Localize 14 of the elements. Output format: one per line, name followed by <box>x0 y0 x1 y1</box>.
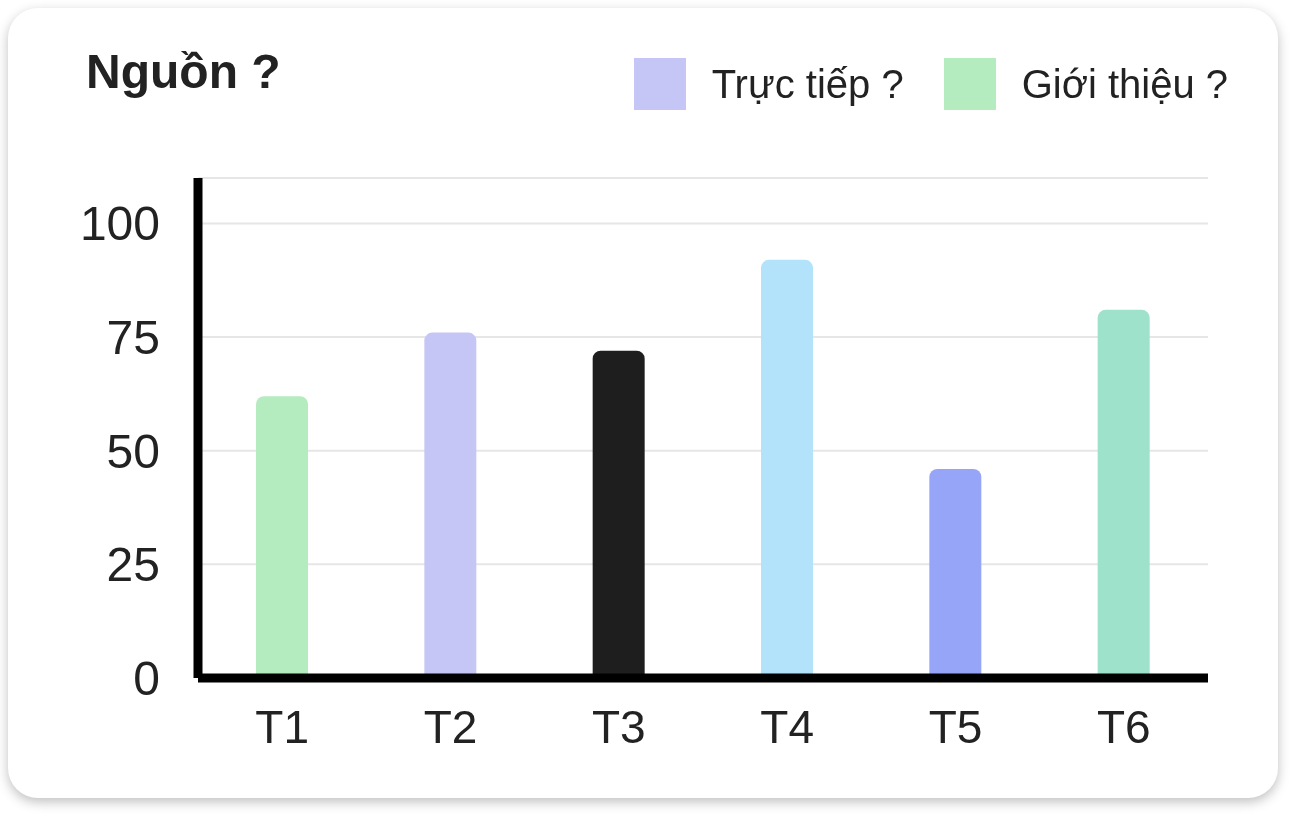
x-tick-label: T6 <box>1096 700 1151 753</box>
x-tick-label: T5 <box>928 700 983 753</box>
x-tick-label: T2 <box>423 700 478 753</box>
y-tick-label: 50 <box>106 424 160 478</box>
y-tick-label: 25 <box>106 538 160 592</box>
x-tick-label: T1 <box>255 700 310 753</box>
x-tick-label: T3 <box>591 700 646 753</box>
chart-title: Nguồn ? <box>86 44 281 99</box>
y-tick-label: 0 <box>133 652 160 706</box>
legend-label: Giới thiệu ? <box>1021 61 1228 107</box>
y-tick-label: 100 <box>79 197 160 251</box>
y-tick-label: 75 <box>106 311 160 365</box>
x-tick-label: T4 <box>760 700 815 753</box>
legend-label: Trực tiếp ? <box>711 61 904 107</box>
